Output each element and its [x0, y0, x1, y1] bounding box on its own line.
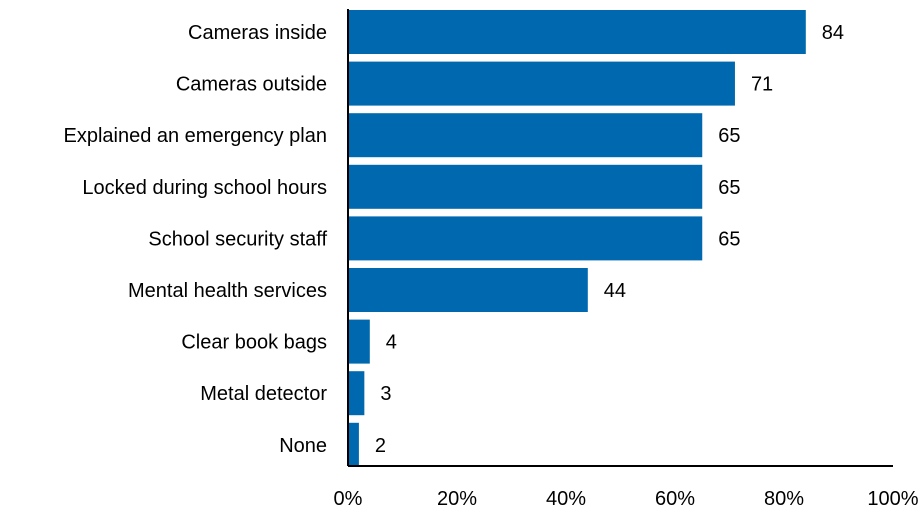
value-label: 65	[718, 177, 740, 199]
value-label: 71	[751, 74, 773, 96]
x-tick-label: 100%	[867, 488, 918, 510]
x-tick-label: 80%	[764, 488, 804, 510]
category-label: Metal detector	[200, 383, 327, 405]
category-label: Clear book bags	[181, 332, 327, 354]
category-label: None	[279, 435, 327, 457]
x-tick-label: 40%	[546, 488, 586, 510]
bar-7	[349, 371, 365, 416]
value-label: 3	[380, 383, 391, 405]
value-label: 4	[386, 332, 397, 354]
bar-8	[349, 422, 359, 467]
category-labels-group: Cameras inside Cameras outside Explained a…	[63, 22, 327, 457]
value-label: 2	[375, 435, 386, 457]
bar-0	[349, 10, 806, 54]
category-label: School security staff	[148, 228, 327, 250]
bar-1	[349, 61, 735, 106]
bar-2	[349, 113, 703, 158]
category-label: Locked during school hours	[82, 177, 327, 199]
bars-group	[349, 10, 806, 467]
bar-5	[349, 268, 588, 312]
bar-4	[349, 216, 703, 261]
category-label: Mental health services	[128, 280, 327, 302]
category-label: Cameras outside	[176, 74, 327, 96]
category-label: Explained an emergency plan	[63, 125, 327, 147]
value-label: 84	[822, 22, 844, 44]
value-label: 44	[604, 280, 626, 302]
category-label: Cameras inside	[188, 22, 327, 44]
value-label: 65	[718, 228, 740, 250]
x-tick-label: 20%	[437, 488, 477, 510]
x-ticks-group: 0% 20% 40% 60% 80% 100%	[334, 488, 919, 510]
bar-6	[349, 319, 370, 364]
x-tick-label: 60%	[655, 488, 695, 510]
x-tick-label: 0%	[334, 488, 363, 510]
value-label: 65	[718, 125, 740, 147]
bar-3	[349, 164, 703, 209]
